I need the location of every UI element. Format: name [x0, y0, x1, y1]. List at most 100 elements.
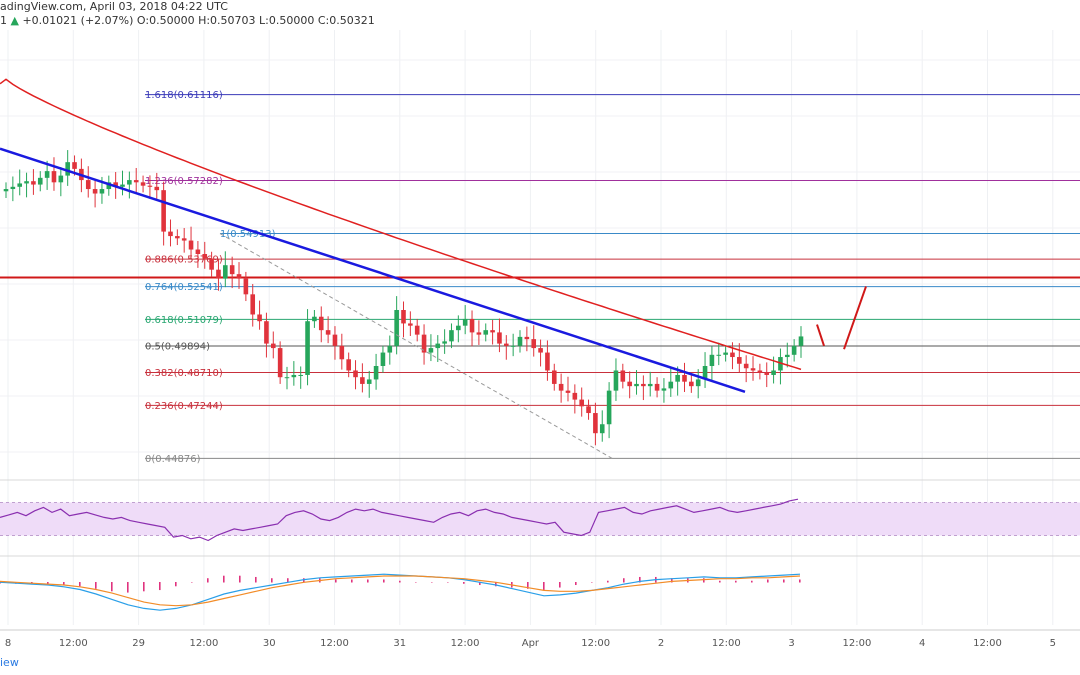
- candle: [702, 366, 708, 380]
- macd-histogram-bar: [383, 579, 385, 583]
- macd-histogram-bar: [303, 578, 305, 583]
- candle: [627, 381, 632, 387]
- candle: [490, 330, 495, 333]
- candle: [72, 162, 77, 169]
- candle: [65, 162, 70, 176]
- macd-histogram-bar: [271, 578, 273, 583]
- x-tick-label: 12:00: [59, 638, 88, 649]
- macd-histogram-bar: [143, 582, 145, 592]
- macd-histogram-bar: [47, 582, 49, 584]
- candle: [305, 321, 310, 375]
- candle: [113, 182, 118, 187]
- candle: [483, 330, 489, 335]
- candle: [586, 406, 591, 414]
- candle: [3, 189, 9, 192]
- candle: [318, 316, 324, 331]
- candles: [3, 150, 804, 446]
- candle: [85, 180, 91, 190]
- candle: [229, 265, 235, 275]
- x-tick-label: 3: [788, 638, 794, 649]
- candle: [209, 258, 214, 270]
- candle: [538, 348, 543, 353]
- x-tick-label: 12:00: [451, 638, 480, 649]
- macd-histogram-bar: [191, 582, 193, 583]
- candle: [236, 274, 242, 279]
- candle: [325, 330, 331, 335]
- candle: [133, 180, 139, 183]
- candle: [380, 352, 386, 366]
- candle: [346, 359, 351, 371]
- candle: [661, 388, 667, 391]
- candle: [593, 413, 598, 434]
- macd-histogram-bar: [287, 578, 289, 583]
- candle: [504, 343, 509, 346]
- x-tick-label: 8: [5, 638, 11, 649]
- candle: [44, 171, 50, 178]
- candle: [784, 354, 790, 358]
- macd-histogram-bar: [175, 582, 177, 587]
- ohlc-readout: 1 ▲ +0.01021 (+2.07%) O:0.50000 H:0.5070…: [0, 14, 375, 27]
- candle: [476, 332, 482, 335]
- moving-average-line: [0, 78, 802, 371]
- chart-source-title: adingView.com, April 03, 2018 04:22 UTC: [0, 0, 228, 13]
- candle: [497, 332, 502, 344]
- macd-histogram-bar: [79, 582, 81, 587]
- candle: [24, 181, 29, 184]
- x-tick-label: 12:00: [189, 638, 218, 649]
- candle: [147, 185, 153, 187]
- candle: [524, 336, 530, 340]
- candle: [572, 392, 578, 400]
- macd-histogram-bar: [591, 582, 593, 583]
- macd-histogram-bar: [799, 579, 801, 583]
- candle: [435, 343, 441, 349]
- x-tick-label: 30: [263, 638, 276, 649]
- candle: [291, 374, 297, 378]
- candle: [750, 368, 756, 371]
- candle: [168, 231, 173, 237]
- x-tick-label: 5: [1050, 638, 1056, 649]
- candle: [127, 180, 132, 185]
- candle: [798, 336, 804, 346]
- macd-histogram-bar: [575, 582, 577, 586]
- candle: [634, 383, 639, 387]
- candle: [462, 318, 468, 326]
- candle: [37, 177, 43, 185]
- candle: [620, 370, 626, 382]
- candle: [140, 182, 146, 186]
- signal-line: [0, 575, 801, 607]
- x-tick-label: 12:00: [712, 638, 741, 649]
- macd-histogram-bar: [159, 582, 161, 591]
- macd-histogram-bar: [239, 575, 241, 583]
- macd-histogram-bar: [95, 582, 97, 589]
- ohlc-prefix: 1: [0, 14, 7, 27]
- x-tick-label: 12:00: [842, 638, 871, 649]
- candle: [641, 383, 646, 387]
- x-tick-label: 4: [919, 638, 925, 649]
- fib-level-label: 0.618(0.51079): [145, 315, 223, 326]
- candle: [716, 354, 722, 356]
- macd-histogram-bar: [607, 580, 609, 583]
- footer-view-link[interactable]: iew: [0, 656, 19, 669]
- rsi-line: [0, 498, 799, 542]
- x-tick-label: 12:00: [320, 638, 349, 649]
- macd-histogram-bar: [623, 578, 625, 583]
- macd-histogram-bar: [479, 582, 481, 586]
- macd-histogram-bar: [63, 582, 65, 586]
- candle: [243, 278, 249, 295]
- projection-mark: [843, 286, 867, 350]
- fib-level-label: 0.5(0.49894): [145, 341, 210, 352]
- macd-histogram-bar: [351, 579, 353, 583]
- candle: [442, 341, 447, 344]
- candle: [743, 363, 749, 369]
- x-tick-label: 29: [132, 638, 145, 649]
- candle: [332, 334, 338, 346]
- candle: [771, 370, 776, 375]
- macd-histogram-bar: [127, 582, 129, 593]
- candle: [353, 370, 358, 378]
- candle: [31, 181, 36, 185]
- candle: [510, 345, 516, 347]
- macd-histogram-bar: [447, 582, 449, 583]
- candle: [689, 381, 694, 387]
- x-tick-label: 12:00: [973, 638, 1002, 649]
